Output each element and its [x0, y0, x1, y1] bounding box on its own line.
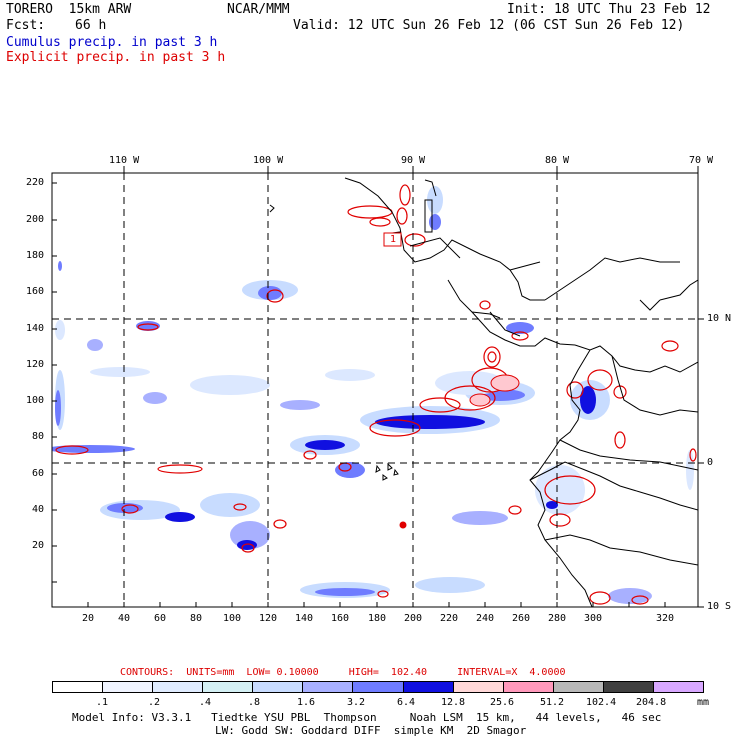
lon-label-100w: 100 W [253, 155, 284, 166]
y-tick: 20 [32, 540, 45, 551]
legend-swatch [302, 681, 354, 693]
legend-label: .8 [248, 697, 261, 708]
x-tick: 40 [118, 613, 131, 624]
legend-label: 1.6 [297, 697, 316, 708]
lon-label-80w: 80 W [545, 155, 570, 166]
legend-swatch [202, 681, 254, 693]
lat-label-0: 0 [707, 457, 714, 468]
legend-label: 3.2 [347, 697, 366, 708]
cumulus-precip-field [52, 186, 694, 604]
valid-time: Valid: 12 UTC Sun 26 Feb 12 (06 CST Sun … [293, 18, 685, 33]
legend-swatch [602, 681, 654, 693]
model-info-line2: LW: Godd SW: Goddard DIFF simple KM 2D S… [215, 724, 527, 737]
explicit-precip-title: Explicit precip. in past 3 h [6, 50, 226, 65]
y-tick: 140 [26, 323, 45, 334]
legend-label: .2 [148, 697, 161, 708]
x-tick: 140 [295, 613, 314, 624]
init-time: Init: 18 UTC Thu 23 Feb 12 [507, 2, 711, 17]
legend-swatch [52, 681, 104, 693]
legend-swatch [452, 681, 504, 693]
contours-info: CONTOURS: UNITS=mm LOW= 0.10000 HIGH= 10… [120, 667, 566, 678]
x-tick: 280 [548, 613, 567, 624]
contour-label-box [383, 232, 402, 247]
latlon-grid [52, 173, 698, 607]
x-tick: 80 [190, 613, 203, 624]
legend-label: .4 [199, 697, 212, 708]
lat-label-10s: 10 S [707, 601, 732, 612]
x-tick: 220 [440, 613, 459, 624]
contour-label: 1 [390, 234, 397, 245]
x-tick: 300 [584, 613, 603, 624]
y-tick: 100 [26, 395, 45, 406]
x-tick: 160 [331, 613, 350, 624]
legend-swatch [152, 681, 204, 693]
legend-swatch [252, 681, 304, 693]
explicit-precip-core [399, 374, 520, 529]
y-tick: 40 [32, 504, 45, 515]
y-tick: 80 [32, 431, 45, 442]
legend-swatch [352, 681, 404, 693]
lon-label-70w: 70 W [689, 155, 714, 166]
model-title: TORERO 15km ARW [6, 2, 132, 17]
legend-label: 51.2 [540, 697, 565, 708]
y-tick: 180 [26, 250, 45, 261]
x-tick: 240 [476, 613, 495, 624]
x-tick: 60 [154, 613, 167, 624]
legend-swatch [502, 681, 554, 693]
legend-label: 102.4 [586, 697, 617, 708]
legend-unit: mm [697, 697, 710, 708]
x-tick: 180 [368, 613, 387, 624]
lat-label-10n: 10 N [707, 313, 732, 324]
legend-label: 12.8 [441, 697, 466, 708]
forecast-label: Fcst: [6, 18, 46, 33]
lon-label-90w: 90 W [401, 155, 426, 166]
x-tick: 260 [512, 613, 531, 624]
legend-swatch [552, 681, 604, 693]
y-tick: 120 [26, 359, 45, 370]
legend-label: .1 [96, 697, 109, 708]
forecast-hours: 66 h [75, 18, 107, 33]
x-tick: 120 [259, 613, 278, 624]
center-label: NCAR/MMM [227, 2, 290, 17]
legend-swatch [402, 681, 454, 693]
legend-label: 204.8 [636, 697, 667, 708]
x-tick: 20 [82, 613, 95, 624]
y-tick: 220 [26, 177, 45, 188]
legend-label: 6.4 [397, 697, 416, 708]
plot-frame [51, 172, 699, 608]
y-tick: 60 [32, 468, 45, 479]
model-info-line1: Model Info: V3.3.1 Tiedtke YSU PBL Thomp… [72, 711, 662, 724]
legend-swatch [652, 681, 704, 693]
y-tick: 160 [26, 286, 45, 297]
y-tick: 200 [26, 214, 45, 225]
cumulus-precip-title: Cumulus precip. in past 3 h [6, 35, 218, 50]
x-tick: 320 [656, 613, 675, 624]
legend-label: 25.6 [490, 697, 515, 708]
lon-label-110w: 110 W [109, 155, 140, 166]
explicit-precip-contours [55, 184, 697, 605]
legend-swatch [102, 681, 154, 693]
x-tick: 100 [223, 613, 242, 624]
x-tick: 200 [404, 613, 423, 624]
